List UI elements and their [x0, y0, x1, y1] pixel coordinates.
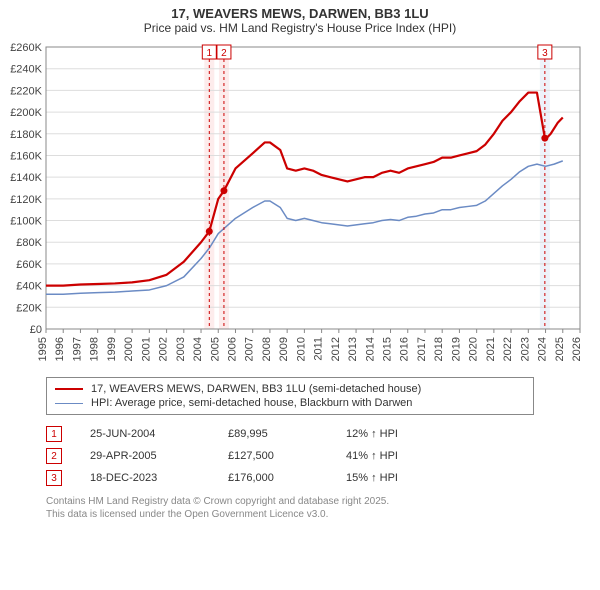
sale-price: £127,500 [228, 450, 318, 462]
license-line2: This data is licensed under the Open Gov… [46, 508, 600, 521]
legend-item: 17, WEAVERS MEWS, DARWEN, BB3 1LU (semi-… [55, 382, 525, 396]
sales-list: 1 25-JUN-2004 £89,995 12% ↑ HPI 2 29-APR-2005… [46, 423, 600, 489]
svg-text:2017: 2017 [416, 337, 428, 361]
svg-text:2009: 2009 [278, 337, 290, 361]
svg-text:£200K: £200K [10, 107, 42, 119]
svg-text:3: 3 [542, 48, 548, 59]
title-subtitle: Price paid vs. HM Land Registry's House … [8, 21, 592, 35]
line-chart-svg: £0 £20K £40K £60K £80K £100K £120K £140K £160K £1… [4, 41, 590, 371]
svg-text:2019: 2019 [450, 337, 462, 361]
chart-title: 17, WEAVERS MEWS, DARWEN, BB3 1LU Price … [0, 0, 600, 37]
svg-text:£20K: £20K [16, 302, 42, 314]
sale-price: £89,995 [228, 428, 318, 440]
svg-text:£260K: £260K [10, 42, 42, 54]
svg-text:1997: 1997 [71, 337, 83, 361]
svg-text:2016: 2016 [399, 337, 411, 361]
sale-pct: 12% ↑ HPI [346, 428, 446, 440]
svg-text:2024: 2024 [537, 337, 549, 361]
svg-text:2004: 2004 [192, 337, 204, 361]
legend-label: HPI: Average price, semi-detached house,… [91, 397, 412, 409]
svg-text:2002: 2002 [158, 337, 170, 361]
title-address: 17, WEAVERS MEWS, DARWEN, BB3 1LU [8, 6, 592, 21]
svg-text:2025: 2025 [554, 337, 566, 361]
svg-text:2012: 2012 [330, 337, 342, 361]
svg-text:2006: 2006 [226, 337, 238, 361]
svg-text:£80K: £80K [16, 237, 42, 249]
svg-text:2026: 2026 [571, 337, 583, 361]
svg-text:£120K: £120K [10, 194, 42, 206]
svg-text:2015: 2015 [382, 337, 394, 361]
svg-text:1995: 1995 [37, 337, 49, 361]
svg-text:£180K: £180K [10, 129, 42, 141]
svg-text:1998: 1998 [89, 337, 101, 361]
sale-marker-icon: 1 [46, 426, 62, 442]
svg-text:2020: 2020 [468, 337, 480, 361]
svg-text:£220K: £220K [10, 85, 42, 97]
sale-pct: 41% ↑ HPI [346, 450, 446, 462]
svg-text:2014: 2014 [364, 337, 376, 361]
svg-text:2013: 2013 [347, 337, 359, 361]
sale-row: 3 18-DEC-2023 £176,000 15% ↑ HPI [46, 467, 600, 489]
sale-row: 1 25-JUN-2004 £89,995 12% ↑ HPI [46, 423, 600, 445]
svg-text:£100K: £100K [10, 216, 42, 228]
svg-text:£40K: £40K [16, 281, 42, 293]
svg-text:2008: 2008 [261, 337, 273, 361]
svg-text:£240K: £240K [10, 64, 42, 76]
svg-text:2011: 2011 [313, 337, 325, 361]
chart-area: £0 £20K £40K £60K £80K £100K £120K £140K £160K £1… [4, 41, 590, 371]
sale-date: 29-APR-2005 [90, 450, 200, 462]
sale-price: £176,000 [228, 472, 318, 484]
svg-text:£140K: £140K [10, 172, 42, 184]
svg-text:2007: 2007 [244, 337, 256, 361]
license-line1: Contains HM Land Registry data © Crown c… [46, 495, 600, 508]
svg-text:2005: 2005 [209, 337, 221, 361]
svg-text:2010: 2010 [295, 337, 307, 361]
svg-text:£60K: £60K [16, 259, 42, 271]
svg-text:1: 1 [207, 48, 213, 59]
legend-swatch [55, 388, 83, 390]
svg-text:2018: 2018 [433, 337, 445, 361]
sale-pct: 15% ↑ HPI [346, 472, 446, 484]
svg-text:2000: 2000 [123, 337, 135, 361]
sale-row: 2 29-APR-2005 £127,500 41% ↑ HPI [46, 445, 600, 467]
legend-item: HPI: Average price, semi-detached house,… [55, 396, 525, 410]
sale-marker-icon: 2 [46, 448, 62, 464]
svg-text:2001: 2001 [140, 337, 152, 361]
svg-text:2003: 2003 [175, 337, 187, 361]
svg-text:1996: 1996 [54, 337, 66, 361]
sale-date: 18-DEC-2023 [90, 472, 200, 484]
svg-text:£160K: £160K [10, 150, 42, 162]
legend: 17, WEAVERS MEWS, DARWEN, BB3 1LU (semi-… [46, 377, 534, 415]
svg-text:£0: £0 [30, 324, 42, 336]
svg-text:1999: 1999 [106, 337, 118, 361]
sale-date: 25-JUN-2004 [90, 428, 200, 440]
legend-label: 17, WEAVERS MEWS, DARWEN, BB3 1LU (semi-… [91, 383, 421, 395]
svg-text:2: 2 [221, 48, 227, 59]
svg-text:2022: 2022 [502, 337, 514, 361]
sale-marker-icon: 3 [46, 470, 62, 486]
svg-text:2023: 2023 [519, 337, 531, 361]
svg-text:2021: 2021 [485, 337, 497, 361]
legend-swatch [55, 403, 83, 404]
license-text: Contains HM Land Registry data © Crown c… [46, 495, 600, 521]
